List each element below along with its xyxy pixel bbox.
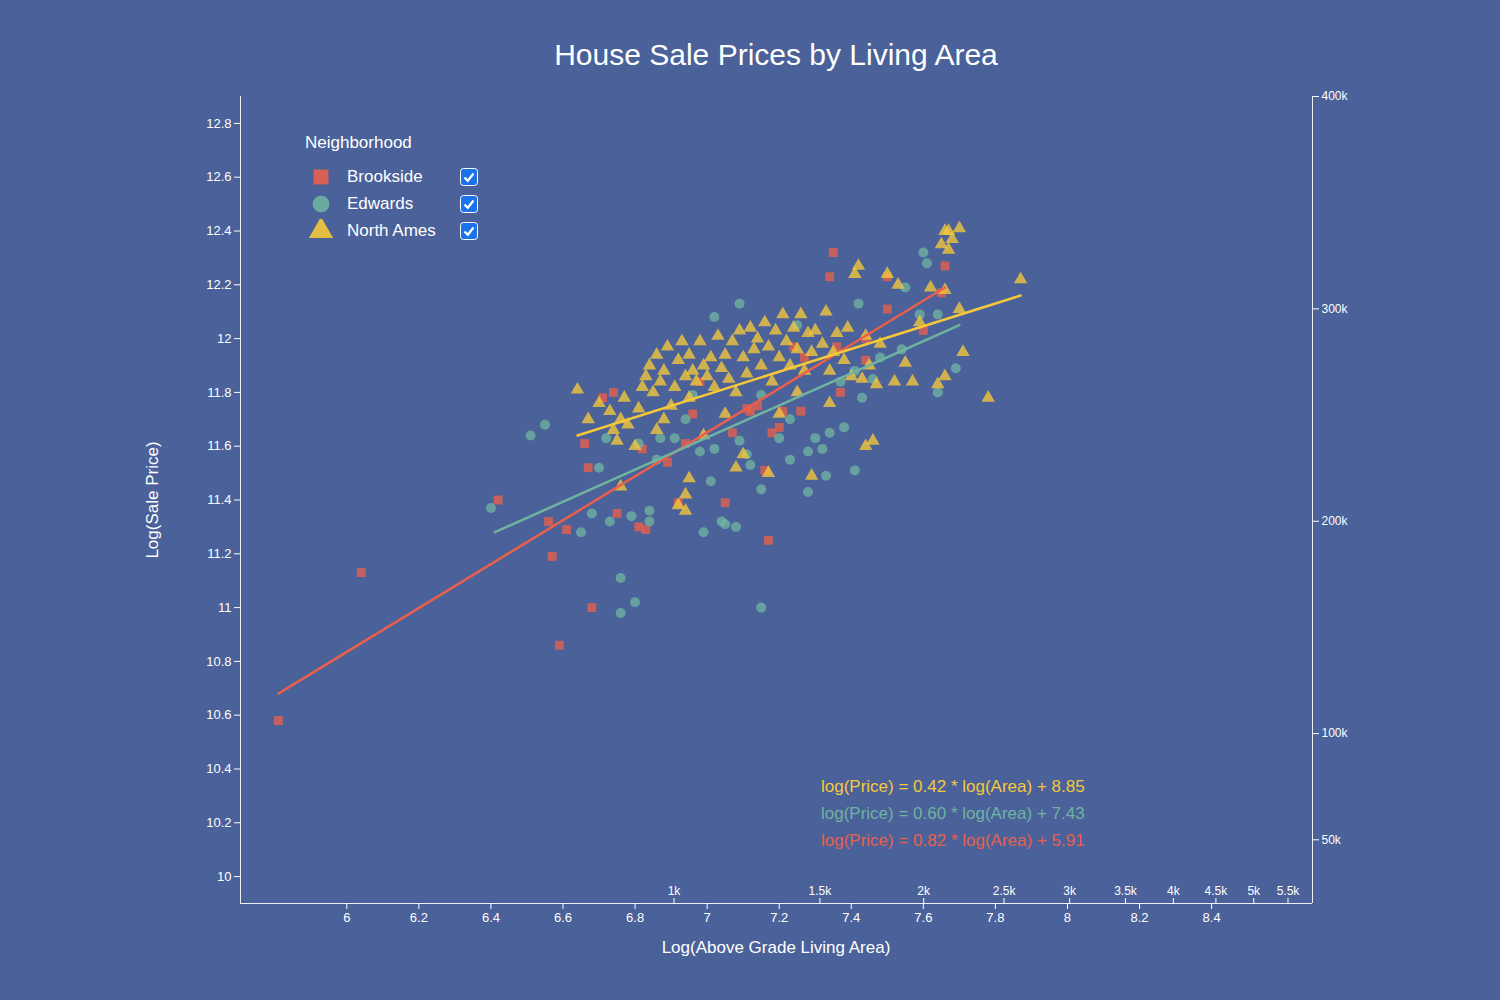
svg-text:10.4: 10.4 bbox=[206, 761, 231, 776]
html-text:House Sale Prices by Living Ar: House Sale Prices by Living Area bbox=[554, 38, 998, 71]
svg-text:11.6: 11.6 bbox=[207, 438, 231, 453]
svg-text:6.8: 6.8 bbox=[626, 910, 644, 925]
svg-text:10.2: 10.2 bbox=[206, 815, 231, 830]
html-text:Brookside: Brookside bbox=[347, 167, 423, 186]
svg-text:8.4: 8.4 bbox=[1203, 910, 1221, 925]
html-text:Edwards: Edwards bbox=[347, 194, 414, 213]
svg-text:6: 6 bbox=[343, 910, 350, 925]
svg-text:10.8: 10.8 bbox=[206, 654, 231, 669]
svg-text:12.2: 12.2 bbox=[206, 277, 231, 292]
svg-text:7: 7 bbox=[704, 910, 711, 925]
html-text:log(Price) = 0.82 * log(Area): log(Price) = 0.82 * log(Area) + 5.91 bbox=[821, 831, 1085, 850]
svg-text:2.5k: 2.5k bbox=[993, 884, 1017, 898]
html-text:log(Price) = 0.60 * log(Area): log(Price) = 0.60 * log(Area) + 7.43 bbox=[821, 804, 1085, 823]
svg-text:4.5k: 4.5k bbox=[1205, 884, 1229, 898]
svg-text:400k: 400k bbox=[1322, 89, 1349, 103]
svg-text:6.6: 6.6 bbox=[554, 910, 572, 925]
svg-text:7.6: 7.6 bbox=[914, 909, 933, 925]
svg-text:12.4: 12.4 bbox=[206, 223, 231, 238]
svg-text:3k: 3k bbox=[1063, 884, 1077, 898]
svg-text:6.2: 6.2 bbox=[410, 910, 428, 925]
svg-text:4k: 4k bbox=[1167, 884, 1181, 898]
svg-text:11.8: 11.8 bbox=[207, 385, 231, 400]
svg-text:12.6: 12.6 bbox=[206, 169, 231, 184]
svg-text:200k: 200k bbox=[1322, 514, 1349, 528]
svg-text:50k: 50k bbox=[1322, 833, 1342, 847]
svg-text:10: 10 bbox=[217, 869, 231, 884]
svg-text:1.5k: 1.5k bbox=[809, 884, 833, 898]
svg-text:10.6: 10.6 bbox=[206, 707, 231, 722]
svg-text:8: 8 bbox=[1063, 909, 1072, 925]
svg-text:11.2: 11.2 bbox=[207, 546, 231, 561]
html-text:log(Price) = 0.42 * log(Area): log(Price) = 0.42 * log(Area) + 8.85 bbox=[821, 777, 1085, 796]
svg-text:6.4: 6.4 bbox=[482, 910, 500, 925]
html-text:Neighborhood: Neighborhood bbox=[305, 133, 412, 152]
html-text:Log(Sale Price): Log(Sale Price) bbox=[143, 441, 162, 559]
svg-text:11: 11 bbox=[218, 600, 232, 615]
svg-text:300k: 300k bbox=[1322, 302, 1349, 316]
html-text:North Ames: North Ames bbox=[347, 221, 436, 240]
svg-text:7.4: 7.4 bbox=[842, 910, 860, 925]
svg-text:11.4: 11.4 bbox=[207, 492, 231, 507]
svg-text:3.5k: 3.5k bbox=[1114, 884, 1138, 898]
html-text:Log(Above Grade Living Area): Log(Above Grade Living Area) bbox=[661, 938, 891, 957]
svg-text:1k: 1k bbox=[668, 884, 682, 898]
svg-text:12.8: 12.8 bbox=[206, 116, 231, 131]
svg-text:7.8: 7.8 bbox=[986, 910, 1004, 925]
svg-text:12: 12 bbox=[217, 331, 231, 346]
svg-text:7.2: 7.2 bbox=[770, 910, 788, 925]
svg-text:5.5k: 5.5k bbox=[1277, 884, 1301, 898]
svg-text:100k: 100k bbox=[1322, 726, 1349, 740]
svg-text:2k: 2k bbox=[917, 884, 931, 898]
svg-text:5k: 5k bbox=[1247, 884, 1261, 898]
svg-text:8.2: 8.2 bbox=[1130, 910, 1148, 925]
